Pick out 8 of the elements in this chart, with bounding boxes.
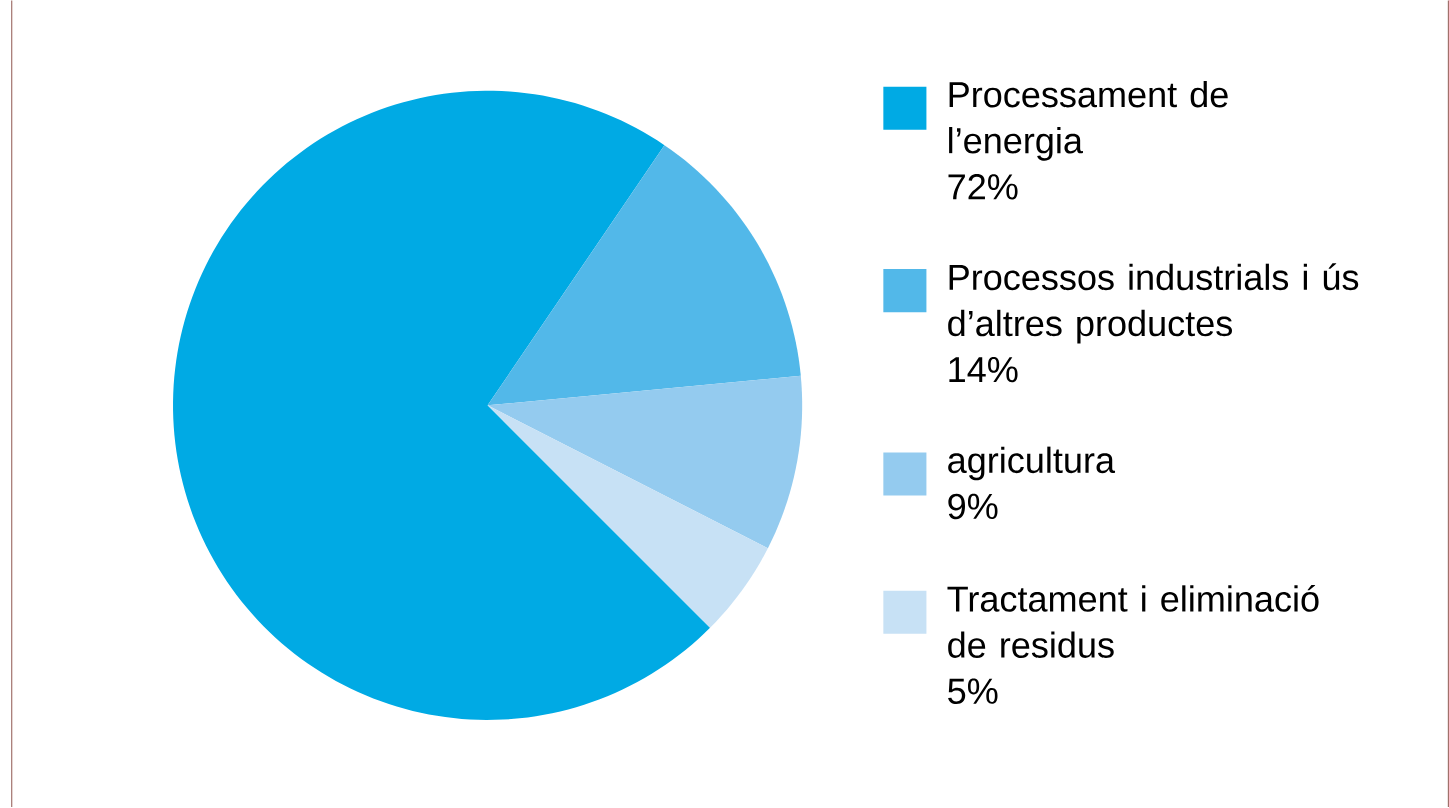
data-label: 5% (948, 678, 998, 705)
legend-label: Processos industrials i ús d’altres productes (948, 263, 1359, 344)
data-label: 9% (948, 493, 998, 520)
legend-label: Tractament i eliminació de residus (947, 585, 1319, 659)
legend-label: agricultura (948, 446, 1116, 481)
legend-label: Processament de l’energia (949, 81, 1228, 161)
data-label: 14% (949, 357, 1018, 383)
data-label: 72% (948, 174, 1018, 200)
